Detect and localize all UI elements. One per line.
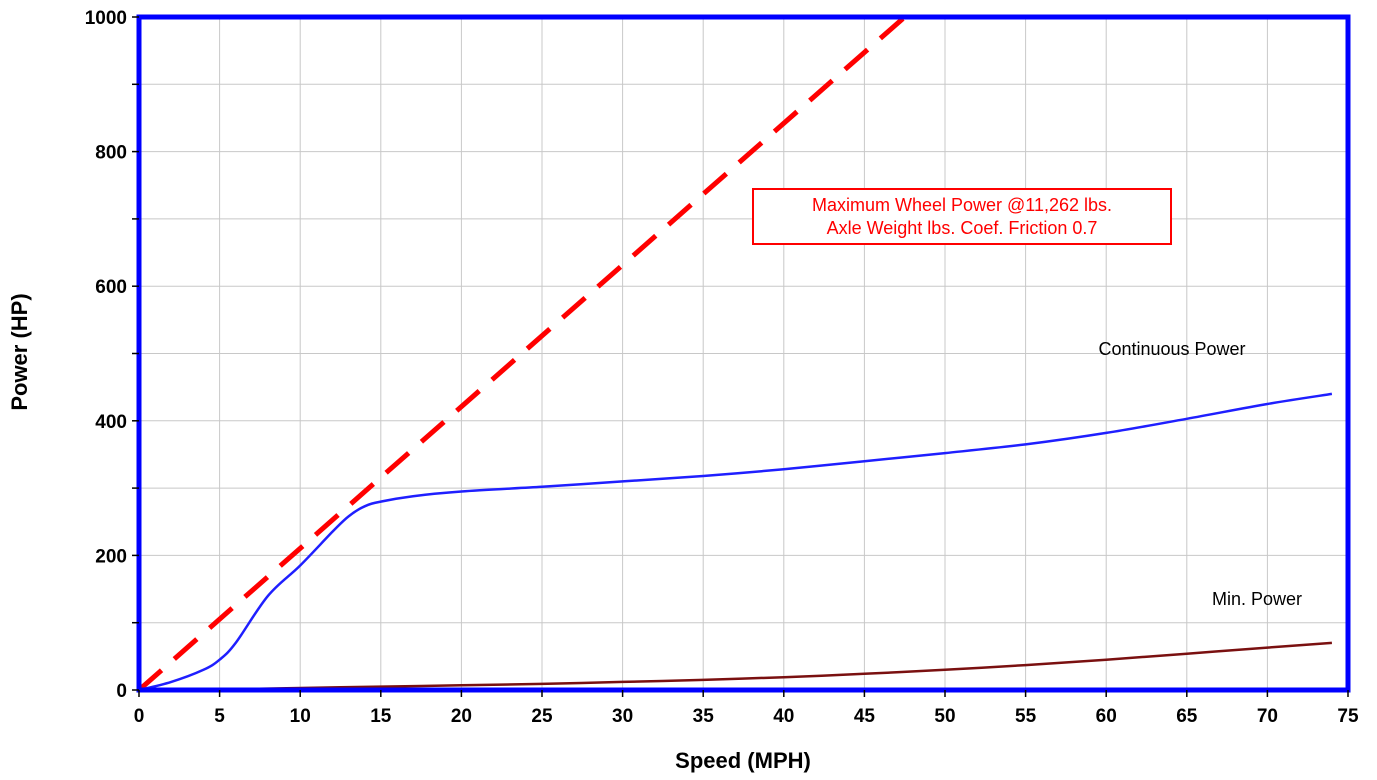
y-tick-label-3: 600 <box>95 277 127 298</box>
x-tick-label-9: 45 <box>854 706 876 727</box>
x-tick-labels: 0 5 10 15 20 25 30 35 40 45 50 55 60 65 70 75 <box>134 690 1359 727</box>
annotation-line-1: Maximum Wheel Power @11,262 lbs. <box>812 195 1112 215</box>
y-tick-label-0: 0 <box>116 681 127 702</box>
x-tick-label-6: 30 <box>612 706 633 727</box>
continuous-power-line <box>138 392 1333 692</box>
x-tick-label-3: 15 <box>370 706 392 727</box>
x-tick-label-14: 70 <box>1257 706 1278 727</box>
annotation-box: Maximum Wheel Power @11,262 lbs. Axle We… <box>752 188 1172 245</box>
y-axis-title: Power (HP) <box>7 293 32 410</box>
x-axis-title: Speed (MPH) <box>675 748 811 773</box>
x-tick-label-1: 5 <box>214 706 225 727</box>
x-tick-label-13: 65 <box>1176 706 1198 727</box>
x-tick-label-10: 50 <box>934 706 955 727</box>
x-tick-label-4: 20 <box>451 706 472 727</box>
y-tick-label-2: 400 <box>95 412 127 433</box>
series-layer <box>137 15 1333 692</box>
x-tick-label-5: 25 <box>531 706 553 727</box>
min-power-line <box>138 641 1332 692</box>
min-power-label: Min. Power <box>1212 589 1302 609</box>
y-tick-label-4: 800 <box>95 143 127 164</box>
x-tick-label-12: 60 <box>1096 706 1117 727</box>
annotation-line-2: Axle Weight lbs. Coef. Friction 0.7 <box>827 218 1098 238</box>
max-wheel-power-line <box>137 15 907 692</box>
x-tick-label-7: 35 <box>693 706 715 727</box>
x-tick-label-8: 40 <box>773 706 794 727</box>
y-tick-labels: 0 200 400 600 800 1000 <box>85 8 139 702</box>
x-tick-label-2: 10 <box>290 706 311 727</box>
grid <box>138 16 1349 691</box>
x-tick-label-11: 55 <box>1015 706 1037 727</box>
annotation-frame <box>752 188 1172 245</box>
x-tick-label-0: 0 <box>134 706 145 727</box>
x-tick-label-15: 75 <box>1337 706 1359 727</box>
y-tick-label-5: 1000 <box>85 8 127 29</box>
continuous-power-label: Continuous Power <box>1098 339 1245 359</box>
y-tick-label-1: 200 <box>95 546 127 567</box>
